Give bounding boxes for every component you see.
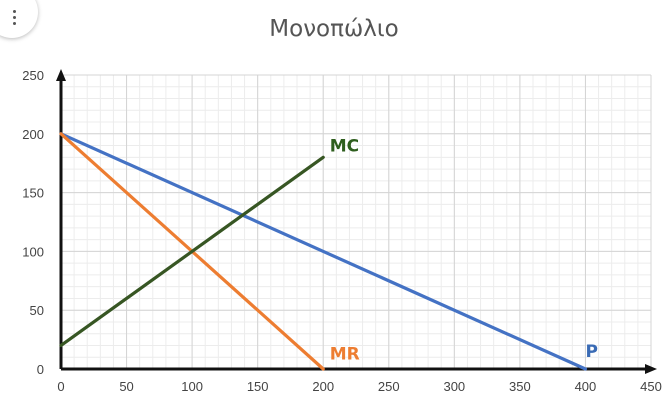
x-tick-label: 300 (443, 379, 465, 394)
y-axis-arrow (56, 69, 66, 81)
annotations: MC MR P (330, 136, 598, 364)
x-tick-label: 250 (378, 379, 400, 394)
annotation-p: P (585, 342, 597, 362)
series-line-mc (59, 155, 325, 348)
y-tick-label: 250 (22, 68, 44, 83)
chart-title: Μονοπώλιο (269, 16, 399, 42)
y-tick-label: 200 (22, 127, 44, 142)
annotation-mr: MR (330, 345, 360, 365)
vertical-dots-icon (13, 10, 17, 28)
x-axis-arrow (645, 364, 657, 374)
x-tick-label: 200 (312, 379, 334, 394)
axes (56, 69, 657, 374)
x-tick-label: 400 (575, 379, 597, 394)
tick-labels: 0 50 100 150 200 250 300 350 400 450 0 50 100 150 200 2… (22, 68, 662, 394)
series-line-p (59, 132, 588, 371)
grid-major (60, 74, 652, 370)
x-tick-label: 0 (57, 379, 64, 394)
annotation-mc: MC (330, 136, 359, 156)
x-tick-label: 150 (247, 379, 269, 394)
x-tick-label: 350 (509, 379, 531, 394)
x-tick-label: 100 (181, 379, 203, 394)
grid-minor (60, 74, 652, 370)
y-tick-label: 100 (22, 244, 44, 259)
x-tick-label: 50 (119, 379, 133, 394)
series-lines (59, 132, 588, 371)
y-tick-label: 0 (37, 362, 44, 377)
y-tick-label: 150 (22, 186, 44, 201)
x-tick-label: 450 (640, 379, 662, 394)
y-tick-label: 50 (30, 303, 44, 318)
